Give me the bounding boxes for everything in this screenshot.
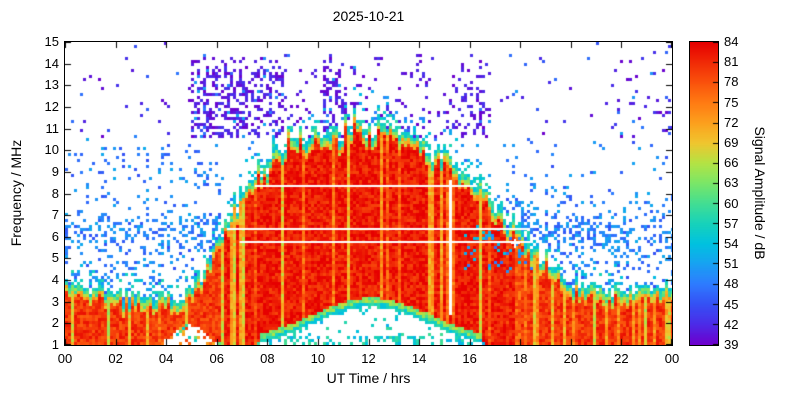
y-tick-label: 3 — [51, 293, 59, 309]
colorbar-tick-label: 39 — [724, 337, 739, 352]
colorbar-tick-label: 84 — [724, 34, 739, 49]
colorbar-tick-label: 42 — [724, 316, 739, 332]
colorbar-tick-label: 75 — [724, 94, 739, 110]
chart-title: 2025-10-21 — [332, 8, 405, 24]
colorbar-label: Signal Amplitude / dB — [752, 126, 768, 260]
colorbar-tick-label: 78 — [724, 74, 739, 90]
colorbar-tick-label: 54 — [724, 236, 739, 251]
x-tick-label: 18 — [513, 351, 528, 366]
x-tick-label: 12 — [361, 351, 376, 366]
y-tick-label: 5 — [51, 250, 59, 266]
y-tick-label: 8 — [51, 185, 59, 201]
colorbar-canvas — [689, 41, 719, 346]
y-tick-label: 12 — [44, 98, 59, 114]
colorbar-tick-label: 63 — [724, 175, 739, 191]
colorbar-tick-label: 51 — [724, 256, 739, 272]
x-tick-label: 16 — [462, 351, 477, 366]
x-tick-label: 02 — [108, 351, 123, 366]
colorbar-tick-label: 60 — [724, 195, 739, 211]
colorbar-tick-label: 48 — [724, 276, 739, 292]
y-tick-label: 11 — [45, 120, 60, 136]
y-tick-label: 9 — [51, 163, 59, 179]
y-tick-label: 4 — [51, 272, 59, 288]
x-tick-label: 00 — [57, 351, 73, 366]
x-tick-label: 08 — [260, 351, 275, 366]
x-tick-label: 14 — [411, 351, 427, 366]
colorbar-tick-label: 69 — [724, 135, 739, 150]
y-tick-label: 10 — [44, 142, 59, 158]
y-tick-label: 14 — [44, 55, 59, 71]
y-tick-label: 1 — [51, 337, 59, 352]
x-axis-label: UT Time / hrs — [326, 370, 411, 386]
y-tick-label: 15 — [44, 34, 59, 49]
y-tick-label: 6 — [51, 228, 59, 244]
y-tick-label: 2 — [51, 315, 59, 331]
x-tick-label: 06 — [209, 351, 224, 366]
colorbar-tick-label: 45 — [724, 296, 739, 312]
x-tick-label: 22 — [614, 351, 629, 366]
colorbar-tick-label: 66 — [724, 155, 739, 171]
y-tick-label: 7 — [51, 207, 59, 223]
colorbar-tick-label: 72 — [724, 114, 739, 130]
colorbar-tick-label: 57 — [724, 215, 739, 231]
x-tick-label: 00 — [664, 351, 680, 366]
colorbar-tick-label: 81 — [724, 54, 739, 70]
y-axis-label: Frequency / MHz — [8, 139, 24, 247]
y-tick-label: 13 — [44, 77, 59, 93]
x-tick-label: 10 — [310, 351, 326, 366]
x-tick-label: 20 — [563, 351, 579, 366]
x-tick-label: 04 — [158, 351, 174, 366]
spectrogram-canvas — [64, 41, 673, 346]
